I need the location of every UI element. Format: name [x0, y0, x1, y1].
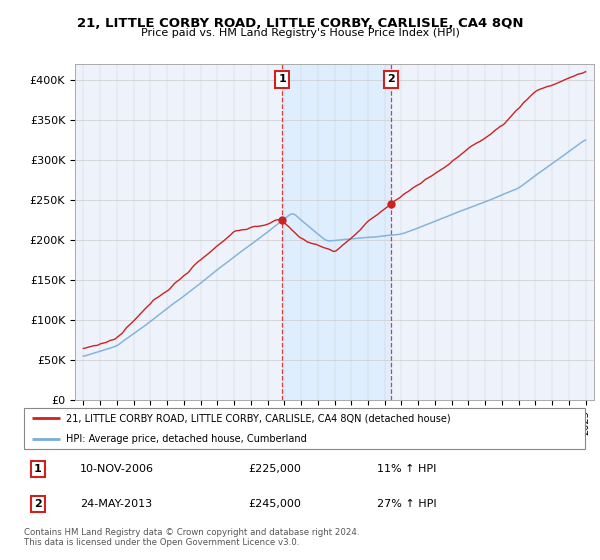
Text: Contains HM Land Registry data © Crown copyright and database right 2024.
This d: Contains HM Land Registry data © Crown c…	[24, 528, 359, 547]
Text: 10-NOV-2006: 10-NOV-2006	[80, 464, 154, 474]
Text: 27% ↑ HPI: 27% ↑ HPI	[377, 499, 437, 509]
Text: 21, LITTLE CORBY ROAD, LITTLE CORBY, CARLISLE, CA4 8QN (detached house): 21, LITTLE CORBY ROAD, LITTLE CORBY, CAR…	[66, 413, 451, 423]
Text: HPI: Average price, detached house, Cumberland: HPI: Average price, detached house, Cumb…	[66, 434, 307, 444]
FancyBboxPatch shape	[24, 408, 585, 449]
Text: 24-MAY-2013: 24-MAY-2013	[80, 499, 152, 509]
Text: 1: 1	[278, 74, 286, 85]
Text: 1: 1	[34, 464, 42, 474]
Text: 2: 2	[34, 499, 42, 509]
Text: 11% ↑ HPI: 11% ↑ HPI	[377, 464, 437, 474]
Text: Price paid vs. HM Land Registry's House Price Index (HPI): Price paid vs. HM Land Registry's House …	[140, 28, 460, 38]
Text: £245,000: £245,000	[248, 499, 301, 509]
Text: £225,000: £225,000	[248, 464, 301, 474]
Bar	[282, 64, 391, 400]
Text: 2: 2	[387, 74, 395, 85]
Text: 21, LITTLE CORBY ROAD, LITTLE CORBY, CARLISLE, CA4 8QN: 21, LITTLE CORBY ROAD, LITTLE CORBY, CAR…	[77, 17, 523, 30]
